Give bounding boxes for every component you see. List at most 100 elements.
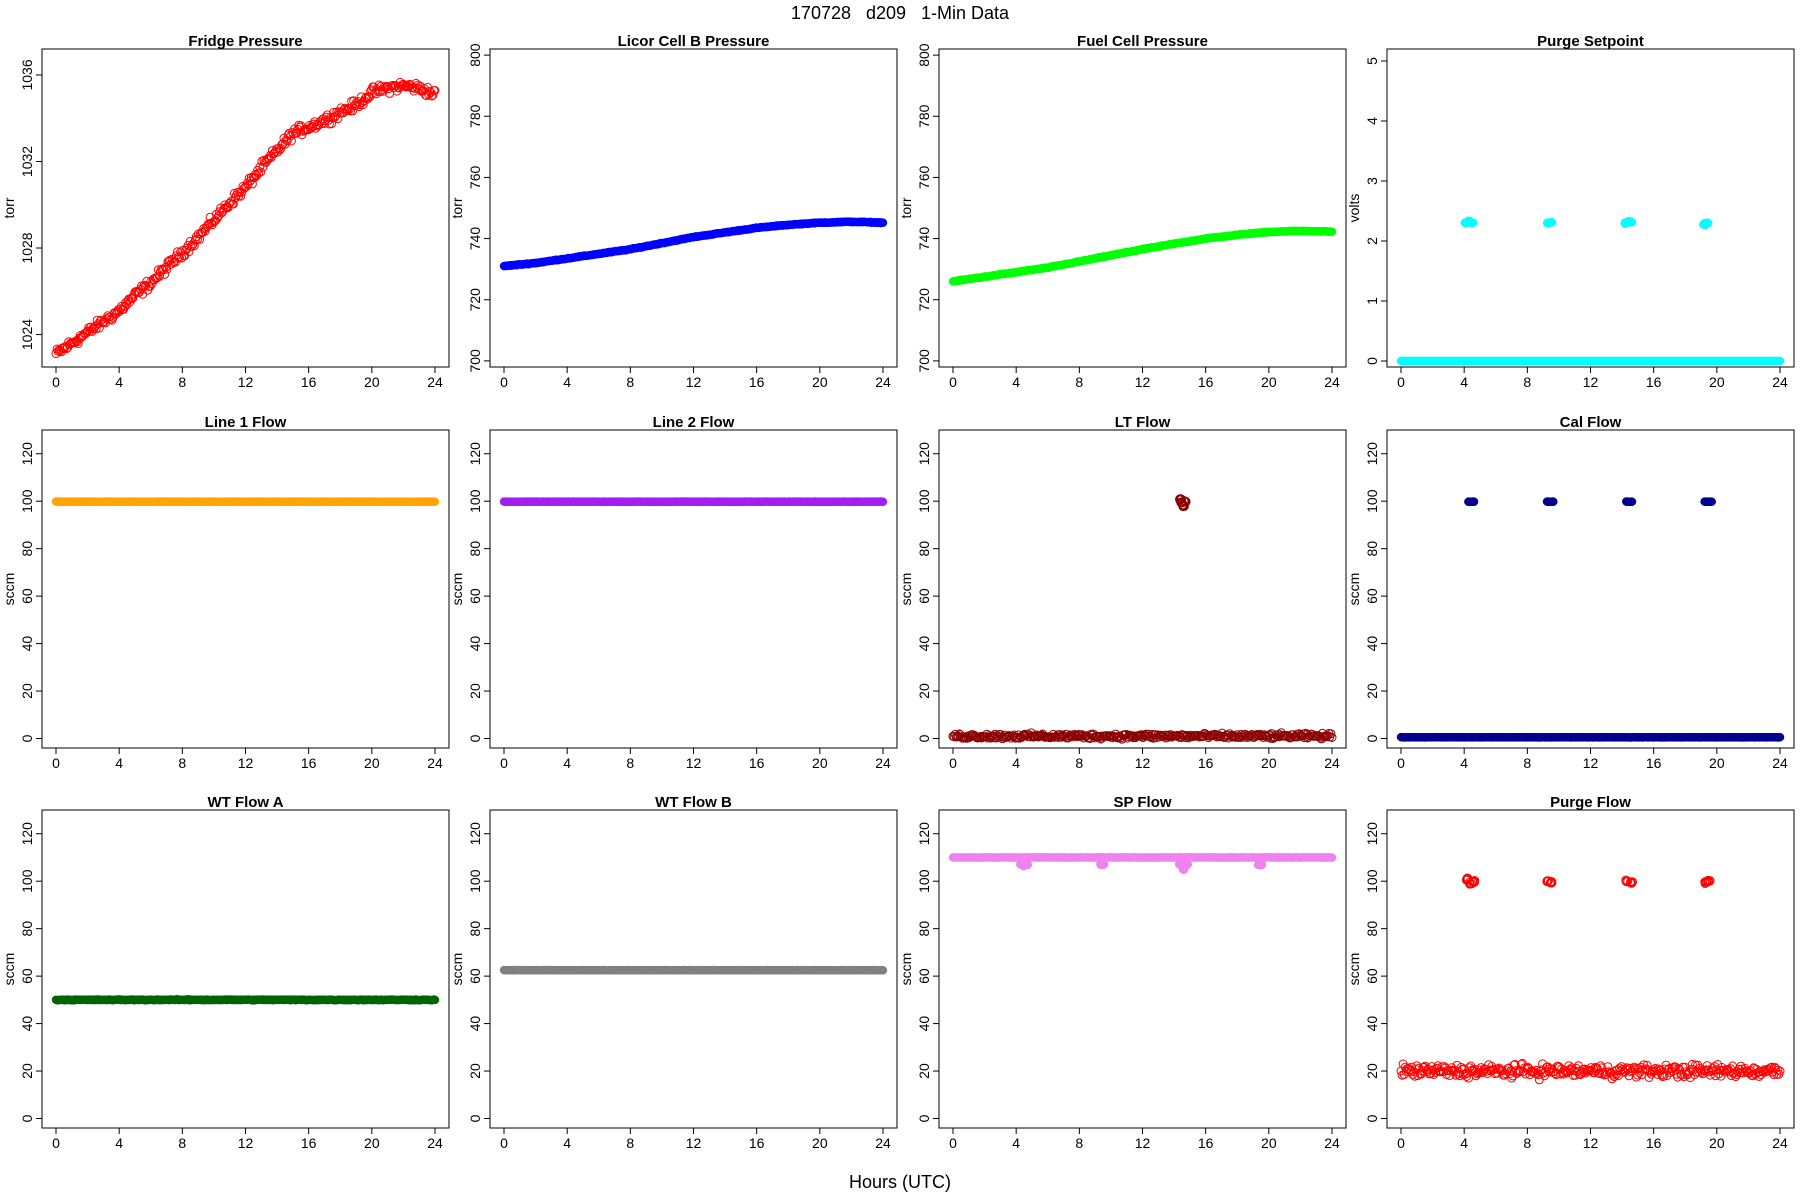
panel-title: Line 2 Flow	[653, 414, 735, 431]
y-tick-label: 0	[467, 1114, 483, 1122]
data-point	[1627, 497, 1637, 506]
x-tick-label: 4	[1012, 755, 1020, 771]
data-point	[1705, 497, 1715, 506]
data-point	[1703, 218, 1713, 228]
x-tick-label: 16	[1198, 374, 1214, 390]
y-tick-label: 0	[1364, 734, 1380, 742]
data-points	[948, 226, 1337, 286]
plot-frame	[489, 48, 898, 368]
x-tick-label: 24	[875, 1135, 891, 1151]
x-tick-label: 16	[1646, 374, 1662, 390]
data-point	[128, 293, 138, 303]
figure-xlabel: Hours (UTC)	[849, 1172, 951, 1192]
x-tick-label: 0	[949, 374, 957, 390]
y-tick-label: 0	[916, 1114, 932, 1122]
x-tick-label: 12	[1583, 755, 1599, 771]
x-tick-label: 8	[626, 1135, 634, 1151]
y-tick-label: 80	[19, 921, 35, 937]
data-point	[402, 80, 411, 90]
x-tick-label: 20	[1261, 1135, 1277, 1151]
plot-frame	[1386, 48, 1795, 368]
y-tick-label: 40	[19, 636, 35, 652]
data-point	[166, 259, 176, 269]
y-tick-label: 100	[1364, 489, 1380, 513]
data-point	[1775, 732, 1785, 742]
y-axis-label: torr	[449, 197, 465, 218]
y-tick-label: 60	[19, 968, 35, 984]
x-tick-label: 12	[1583, 1135, 1599, 1151]
data-points	[948, 494, 1337, 744]
y-tick-label: 60	[1364, 968, 1380, 984]
y-tick-label: 20	[467, 683, 483, 699]
y-tick-label: 20	[19, 683, 35, 699]
x-tick-label: 16	[1646, 755, 1662, 771]
y-tick-label: 720	[916, 288, 932, 312]
y-tick-label: 0	[916, 734, 932, 742]
x-tick-label: 8	[178, 755, 186, 771]
x-tick-label: 24	[1324, 374, 1340, 390]
data-point	[159, 264, 169, 274]
y-tick-label: 60	[467, 588, 483, 604]
y-tick-label: 0	[1364, 1114, 1380, 1122]
y-tick-label: 100	[916, 869, 932, 893]
x-tick-label: 24	[427, 374, 443, 390]
y-tick-label: 80	[467, 921, 483, 937]
y-tick-label: 80	[916, 541, 932, 557]
x-tick-label: 16	[1198, 1135, 1214, 1151]
x-tick-label: 12	[1135, 755, 1151, 771]
y-axis-label: volts	[1346, 194, 1362, 223]
x-tick-label: 4	[115, 755, 123, 771]
y-tick-label: 40	[916, 636, 932, 652]
x-tick-label: 8	[626, 755, 634, 771]
x-tick-label: 8	[1523, 374, 1531, 390]
y-tick-label: 0	[19, 734, 35, 742]
panel-title: Cal Flow	[1560, 414, 1622, 431]
data-point	[341, 105, 351, 115]
x-tick-label: 4	[115, 1135, 123, 1151]
data-point	[66, 338, 76, 348]
y-tick-label: 120	[467, 442, 483, 466]
y-tick-label: 20	[1364, 1063, 1380, 1079]
y-tick-label: 120	[1364, 822, 1380, 846]
y-axis-label: sccm	[1, 953, 17, 986]
x-tick-label: 12	[686, 755, 702, 771]
y-tick-label: 700	[916, 349, 932, 373]
data-point	[427, 91, 437, 101]
y-tick-label: 60	[467, 968, 483, 984]
data-point	[1775, 356, 1785, 366]
y-tick-label: 100	[467, 489, 483, 513]
x-tick-label: 20	[812, 1135, 828, 1151]
y-tick-label: 100	[19, 869, 35, 893]
x-tick-label: 0	[1397, 374, 1405, 390]
data-points	[51, 497, 440, 507]
x-tick-label: 24	[1324, 755, 1340, 771]
y-axis-label: sccm	[1346, 573, 1362, 606]
plot-frame	[489, 429, 898, 749]
data-point	[254, 168, 264, 178]
y-tick-label: 720	[467, 288, 483, 312]
x-tick-label: 8	[1075, 1135, 1083, 1151]
x-tick-label: 0	[1397, 755, 1405, 771]
x-tick-label: 24	[427, 1135, 443, 1151]
data-point	[428, 90, 438, 100]
data-point	[255, 162, 265, 172]
x-tick-label: 8	[626, 374, 634, 390]
x-tick-label: 8	[1075, 374, 1083, 390]
x-tick-label: 12	[1135, 1135, 1151, 1151]
data-point	[311, 123, 321, 133]
data-point	[286, 136, 296, 146]
data-point	[383, 82, 392, 92]
data-point	[256, 167, 266, 177]
x-tick-label: 20	[1709, 374, 1725, 390]
x-tick-label: 12	[238, 374, 254, 390]
data-point	[259, 155, 269, 165]
data-point	[247, 179, 257, 189]
x-tick-label: 8	[1523, 1135, 1531, 1151]
y-axis-label: sccm	[449, 573, 465, 606]
x-tick-label: 4	[563, 1135, 571, 1151]
x-tick-label: 12	[686, 1135, 702, 1151]
